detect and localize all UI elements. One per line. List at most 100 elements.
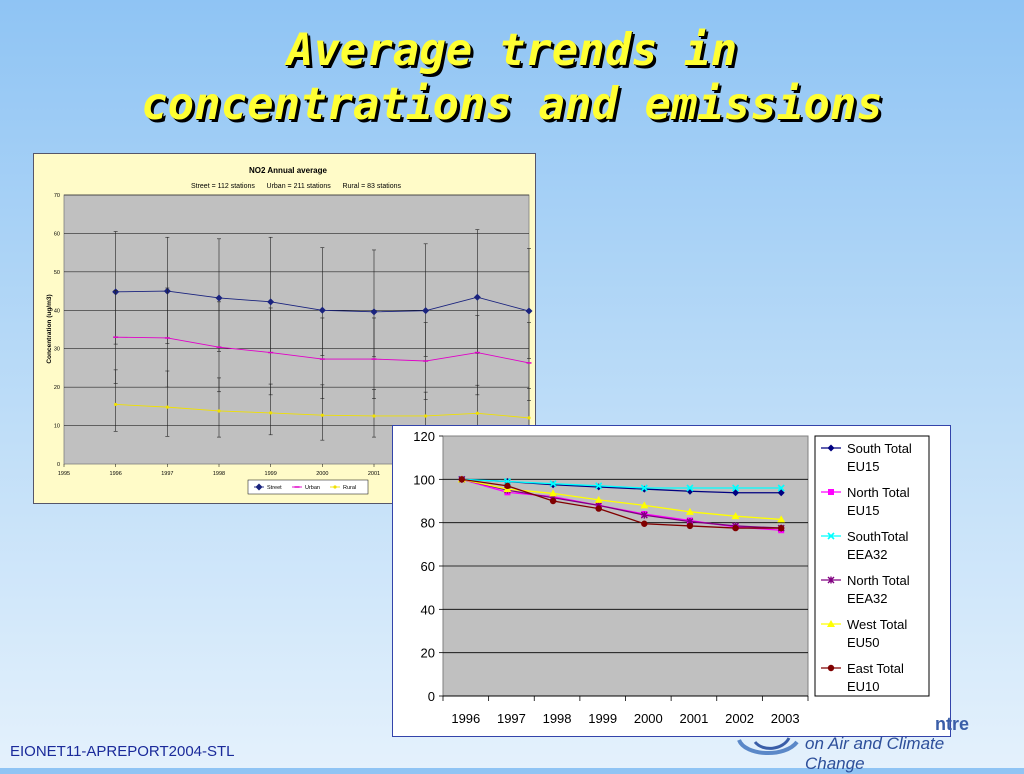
no2-point-rural [114,402,118,407]
no2-point-street [215,294,223,302]
index-x-tick-label: 2003 [771,711,800,726]
index-legend-label: EU50 [847,635,880,650]
index-point-south-eea32 [777,484,785,492]
index-point-west-eu50 [594,495,603,503]
index-point-east-eu10 [777,524,785,532]
no2-y-tick-label: 60 [54,231,60,237]
index-x-tick-label: 2000 [634,711,663,726]
slide-title: Average trends in concentrations and emi… [0,24,1024,132]
index-point-west-eu50 [731,512,740,520]
no2-legend-label: Street [267,485,282,491]
index-legend-label: EU10 [847,679,880,694]
etc-acc-logo: ntre on Air and Climate Change [735,712,995,773]
globe-swirl-icon [737,737,799,756]
no2-point-street [473,293,481,301]
no2-point-rural [165,405,169,409]
logo-text-bottom: on Air and Climate Change [805,734,945,773]
index-legend [814,435,930,697]
index-point-east-eu10 [504,482,511,490]
index-point-west-eu50 [549,489,558,497]
index-y-tick-label: 80 [421,516,435,531]
index-series-line-east-eu10 [461,478,782,529]
index-series-line-west-eu50 [461,478,782,521]
no2-y-tick-label: 10 [54,424,60,430]
no2-y-tick-label: 50 [54,270,60,276]
no2-legend-label: Rural [343,485,356,491]
index-x-tick-label: 1997 [497,711,526,726]
no2-x-tick-label: 1999 [265,471,277,477]
index-y-tick-label: 20 [421,646,435,661]
index-point-west-eu50 [777,515,786,523]
index-point-south-eea32 [595,482,603,490]
no2-x-tick-label: 2000 [316,471,328,477]
no2-chart-panel: NO2 Annual average Street = 112 stations… [33,153,536,504]
index-point-south-eea32 [686,484,694,492]
no2-legend [247,479,369,495]
index-legend-marker [827,444,835,452]
slide-title-line-2: concentrations and emissions [141,79,883,130]
no2-y-axis-label: Concentration (ug/m3) [46,294,53,363]
no2-y-tick-label: 70 [54,193,60,199]
index-point-south-eea32 [640,484,648,492]
no2-x-tick-label: 2001 [368,471,380,477]
index-legend-label: East Total [847,661,904,676]
no2-legend-marker [333,485,337,489]
index-series-line-north-eea32 [461,478,782,529]
no2-point-rural [372,414,376,418]
no2-point-rural [269,411,273,415]
index-y-tick-label: 40 [421,602,435,617]
index-chart-panel: 0 20 40 60 80 100 120 1996 1997 1998 1999 2000 2001 2… [392,425,951,737]
index-legend-label: SouthTotal [847,529,909,544]
no2-y-tick-label: 0 [57,462,60,468]
index-point-east-eu10 [458,476,466,483]
index-legend-label: EEA32 [847,547,887,562]
index-legend-marker [827,664,835,672]
no2-x-tick-label: 1996 [110,471,122,477]
index-point-east-eu10 [732,524,739,532]
index-legend-marker [828,489,834,495]
index-legend-marker [827,576,835,584]
index-x-tick-label: 1998 [543,711,572,726]
index-legend-marker [827,532,835,540]
index-x-tick-label: 2001 [679,711,708,726]
index-legend-label: West Total [847,617,907,632]
no2-legend-marker [255,483,263,491]
index-y-tick-label: 60 [421,559,435,574]
index-y-tick-label: 100 [413,472,435,487]
no2-plot-area [63,194,530,465]
no2-point-rural [424,414,428,418]
index-point-west-eu50 [685,507,694,515]
index-legend-label: EU15 [847,503,880,518]
index-point-south-eu15 [777,489,785,497]
index-legend-label: EEA32 [847,591,887,606]
logo-text-top: ntre [935,714,970,734]
no2-chart-title: NO2 Annual average [249,166,328,175]
index-point-south-eu15 [732,489,740,497]
no2-legend-label: Urban [305,485,320,491]
no2-chart-subtitle: Street = 112 stations Urban = 211 statio… [191,183,402,190]
no2-y-tick-label: 20 [54,385,60,391]
index-point-east-eu10 [686,522,694,530]
no2-x-tick-label: 1998 [213,471,225,477]
index-point-north-eea32 [640,511,648,519]
index-chart: 0 20 40 60 80 100 120 1996 1997 1998 1999 2000 2001 2… [413,429,930,726]
no2-point-street [267,298,275,306]
index-legend-marker [827,620,835,627]
index-point-south-eea32 [549,480,557,488]
slide-title-line-1: Average trends in [286,25,738,76]
index-point-east-eu10 [595,505,602,512]
footer-text: EIONET11-APREPORT2004-STL [10,743,235,760]
no2-point-rural [475,411,479,415]
index-point-west-eu50 [640,501,649,509]
index-point-south-eea32 [731,484,740,492]
index-legend-label: North Total [847,573,910,588]
no2-point-street [422,307,430,315]
no2-y-tick-label: 40 [54,308,60,314]
no2-point-street [318,306,326,314]
index-x-tick-label: 1999 [588,711,617,726]
no2-chart: NO2 Annual average Street = 112 stations… [46,166,535,495]
no2-point-street [370,308,378,316]
index-legend-label: South Total [847,441,912,456]
index-x-tick-label: 2002 [725,711,754,726]
index-point-east-eu10 [641,520,648,527]
